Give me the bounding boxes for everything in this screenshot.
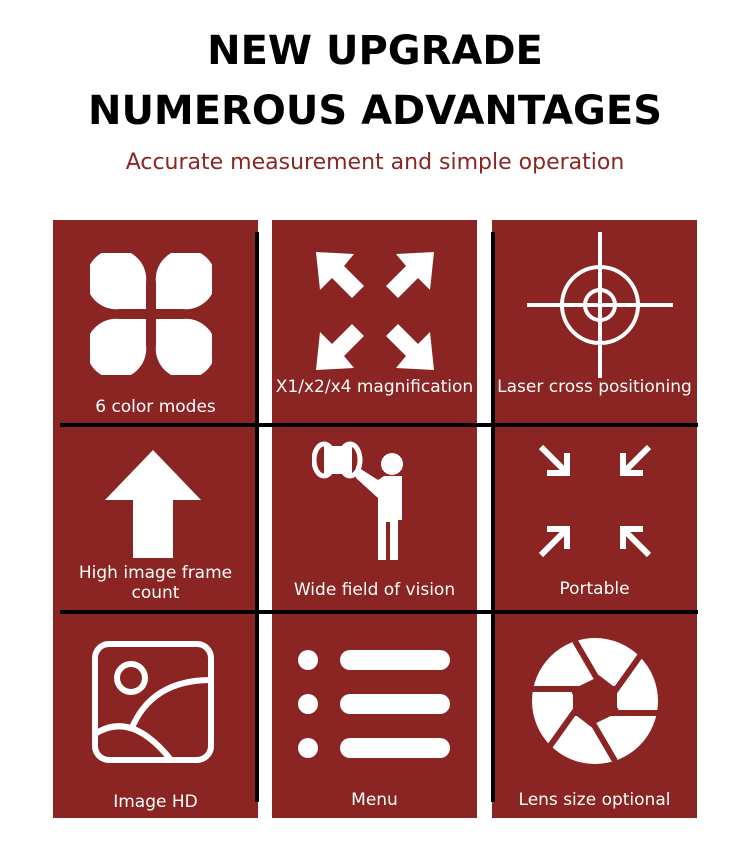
feature-column-2 — [272, 220, 477, 818]
feature-laser-cross: Laser cross positioning — [492, 220, 697, 425]
menu-list-icon — [298, 650, 450, 758]
divider-horizontal — [60, 423, 698, 427]
image-icon — [92, 641, 214, 763]
feature-magnification: X1/x2/x4 magnification — [272, 220, 477, 425]
crosshair-icon — [527, 232, 673, 378]
divider-horizontal — [60, 610, 698, 614]
feature-frame-count: High image frame count — [53, 425, 258, 612]
arrow-up-icon — [105, 450, 201, 558]
clover-icon — [90, 253, 212, 375]
feature-label: High image frame count — [78, 563, 233, 603]
headline-line2: NUMEROUS ADVANTAGES — [87, 88, 663, 134]
binoculars-person-icon — [312, 441, 403, 560]
aperture-icon — [532, 638, 658, 764]
headline-line1: NEW UPGRADE — [207, 28, 543, 74]
subtitle: Accurate measurement and simple operatio… — [125, 150, 625, 175]
feature-menu: Menu — [272, 612, 477, 818]
feature-label: Lens size optional — [518, 790, 671, 810]
compress-arrows-icon — [538, 444, 652, 558]
feature-label: Laser cross positioning — [497, 377, 692, 397]
feature-wide-field: Wide field of vision — [272, 425, 477, 612]
feature-label: 6 color modes — [95, 397, 216, 417]
feature-color-modes: 6 color modes — [53, 220, 258, 425]
feature-portable: Portable — [492, 425, 697, 612]
feature-lens-size: Lens size optional — [492, 612, 697, 818]
feature-label: Wide field of vision — [293, 580, 456, 600]
feature-label: X1/x2/x4 magnification — [275, 377, 474, 397]
feature-label: Image HD — [113, 792, 198, 812]
feature-image-hd: Image HD — [53, 612, 258, 818]
divider-vertical — [255, 232, 259, 802]
feature-label: Menu — [351, 790, 398, 810]
divider-vertical — [491, 232, 495, 802]
feature-label: Portable — [559, 579, 630, 599]
expand-arrows-icon — [316, 252, 434, 370]
